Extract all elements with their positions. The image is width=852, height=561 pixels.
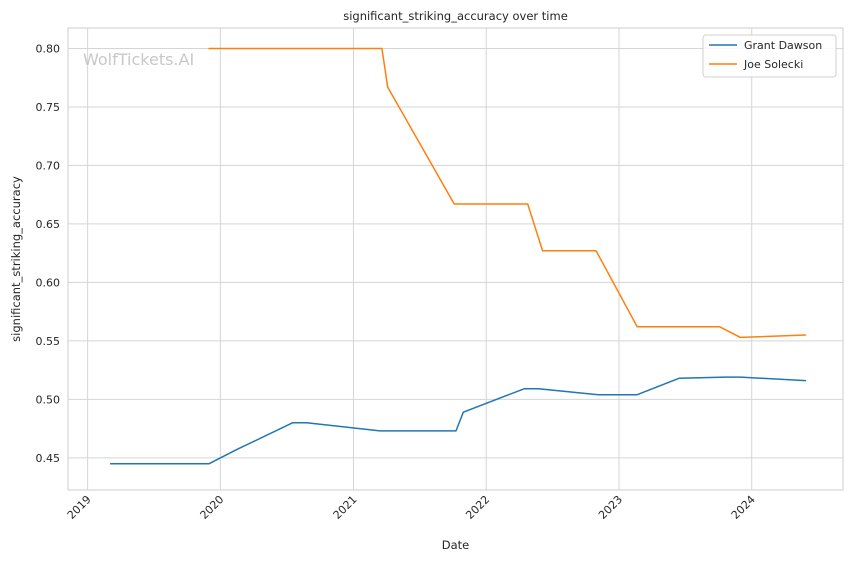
x-axis-ticks: 2019 2020 2021 2022 2023 2024 (65, 493, 758, 522)
x-tick-label: 2023 (596, 493, 625, 522)
series-layer (109, 47, 807, 465)
y-tick-label: 0.70 (36, 159, 61, 172)
y-tick-label: 0.50 (36, 393, 61, 406)
chart-title: significant_striking_accuracy over time (343, 9, 568, 23)
x-tick-label: 2019 (65, 493, 94, 522)
plot-area (67, 27, 844, 491)
series-line-grant-dawson (109, 376, 807, 465)
series-line-joe-solecki (208, 47, 807, 339)
legend-label-grant-dawson: Grant Dawson (744, 39, 822, 52)
x-tick-label: 2020 (198, 493, 227, 522)
x-tick-label: 2024 (729, 493, 758, 522)
y-tick-label: 0.80 (36, 42, 61, 55)
y-tick-label: 0.45 (36, 452, 61, 465)
legend-label-joe-solecki: Joe Solecki (743, 58, 803, 71)
x-tick-label: 2022 (463, 493, 492, 522)
grid-lines (68, 28, 843, 490)
y-tick-label: 0.65 (36, 218, 61, 231)
x-tick-label: 2021 (331, 493, 360, 522)
y-axis-title: significant_striking_accuracy (9, 176, 23, 342)
legend: Grant Dawson Joe Solecki (702, 34, 837, 78)
y-tick-label: 0.60 (36, 276, 61, 289)
y-tick-label: 0.75 (36, 101, 61, 114)
watermark: WolfTickets.AI (83, 50, 194, 69)
y-tick-label: 0.55 (36, 335, 61, 348)
x-axis-title: Date (442, 538, 470, 552)
y-axis-ticks: 0.45 0.50 0.55 0.60 0.65 0.70 0.75 0.80 (36, 42, 61, 464)
